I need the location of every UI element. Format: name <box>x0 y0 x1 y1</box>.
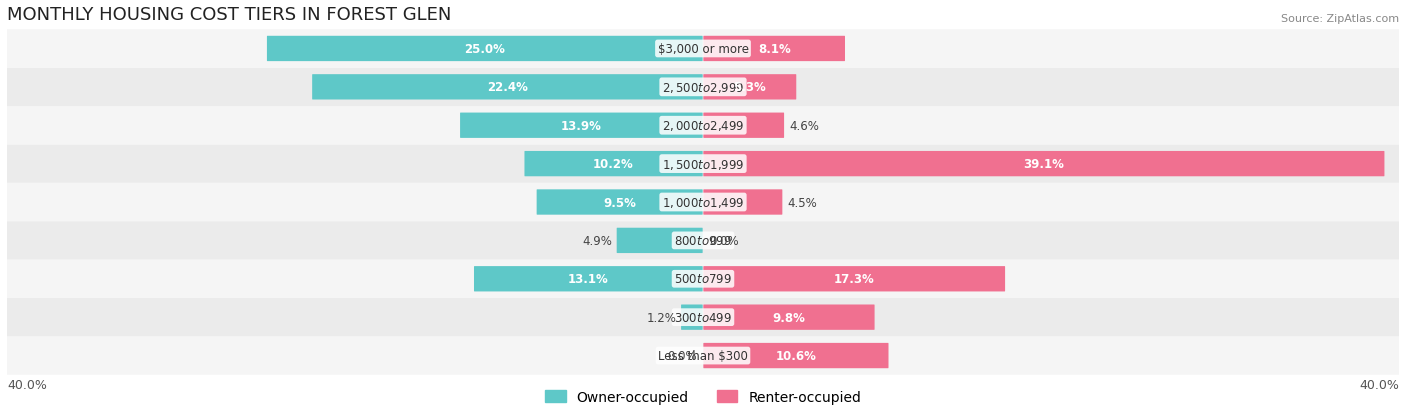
Text: 5.3%: 5.3% <box>734 81 766 94</box>
Text: Source: ZipAtlas.com: Source: ZipAtlas.com <box>1281 14 1399 24</box>
Text: 0.0%: 0.0% <box>709 234 738 247</box>
FancyBboxPatch shape <box>460 113 703 138</box>
Text: $800 to $999: $800 to $999 <box>673 234 733 247</box>
Text: $1,500 to $1,999: $1,500 to $1,999 <box>662 157 744 171</box>
FancyBboxPatch shape <box>7 337 1399 375</box>
FancyBboxPatch shape <box>7 183 1399 222</box>
Text: 40.0%: 40.0% <box>7 378 46 391</box>
Text: $1,000 to $1,499: $1,000 to $1,499 <box>662 195 744 209</box>
FancyBboxPatch shape <box>681 305 703 330</box>
FancyBboxPatch shape <box>703 152 1385 177</box>
Text: 4.6%: 4.6% <box>789 119 818 133</box>
FancyBboxPatch shape <box>7 30 1399 69</box>
FancyBboxPatch shape <box>703 113 785 138</box>
FancyBboxPatch shape <box>7 222 1399 260</box>
FancyBboxPatch shape <box>312 75 703 100</box>
Text: 8.1%: 8.1% <box>758 43 790 56</box>
Text: 25.0%: 25.0% <box>464 43 505 56</box>
FancyBboxPatch shape <box>267 37 703 62</box>
Text: 1.2%: 1.2% <box>647 311 676 324</box>
Legend: Owner-occupied, Renter-occupied: Owner-occupied, Renter-occupied <box>538 384 868 409</box>
Text: $2,500 to $2,999: $2,500 to $2,999 <box>662 81 744 95</box>
Text: $3,000 or more: $3,000 or more <box>658 43 748 56</box>
FancyBboxPatch shape <box>617 228 703 254</box>
Text: 9.5%: 9.5% <box>603 196 636 209</box>
Text: 39.1%: 39.1% <box>1024 158 1064 171</box>
FancyBboxPatch shape <box>703 190 782 215</box>
FancyBboxPatch shape <box>524 152 703 177</box>
Text: $2,000 to $2,499: $2,000 to $2,499 <box>662 119 744 133</box>
Text: Less than $300: Less than $300 <box>658 349 748 362</box>
FancyBboxPatch shape <box>703 266 1005 292</box>
FancyBboxPatch shape <box>703 37 845 62</box>
Text: 10.2%: 10.2% <box>593 158 634 171</box>
Text: 17.3%: 17.3% <box>834 273 875 285</box>
Text: 13.1%: 13.1% <box>568 273 609 285</box>
FancyBboxPatch shape <box>7 260 1399 298</box>
Text: $500 to $799: $500 to $799 <box>673 273 733 285</box>
Text: $300 to $499: $300 to $499 <box>673 311 733 324</box>
FancyBboxPatch shape <box>474 266 703 292</box>
FancyBboxPatch shape <box>7 69 1399 107</box>
FancyBboxPatch shape <box>703 75 796 100</box>
FancyBboxPatch shape <box>703 305 875 330</box>
Text: 40.0%: 40.0% <box>1360 378 1399 391</box>
Text: 22.4%: 22.4% <box>486 81 527 94</box>
FancyBboxPatch shape <box>537 190 703 215</box>
Text: 13.9%: 13.9% <box>561 119 602 133</box>
Text: 9.8%: 9.8% <box>772 311 806 324</box>
Text: MONTHLY HOUSING COST TIERS IN FOREST GLEN: MONTHLY HOUSING COST TIERS IN FOREST GLE… <box>7 7 451 24</box>
Text: 4.5%: 4.5% <box>787 196 817 209</box>
FancyBboxPatch shape <box>703 343 889 368</box>
Text: 0.0%: 0.0% <box>668 349 697 362</box>
Text: 4.9%: 4.9% <box>582 234 612 247</box>
Text: 10.6%: 10.6% <box>776 349 817 362</box>
FancyBboxPatch shape <box>7 107 1399 145</box>
FancyBboxPatch shape <box>7 145 1399 183</box>
FancyBboxPatch shape <box>7 298 1399 337</box>
